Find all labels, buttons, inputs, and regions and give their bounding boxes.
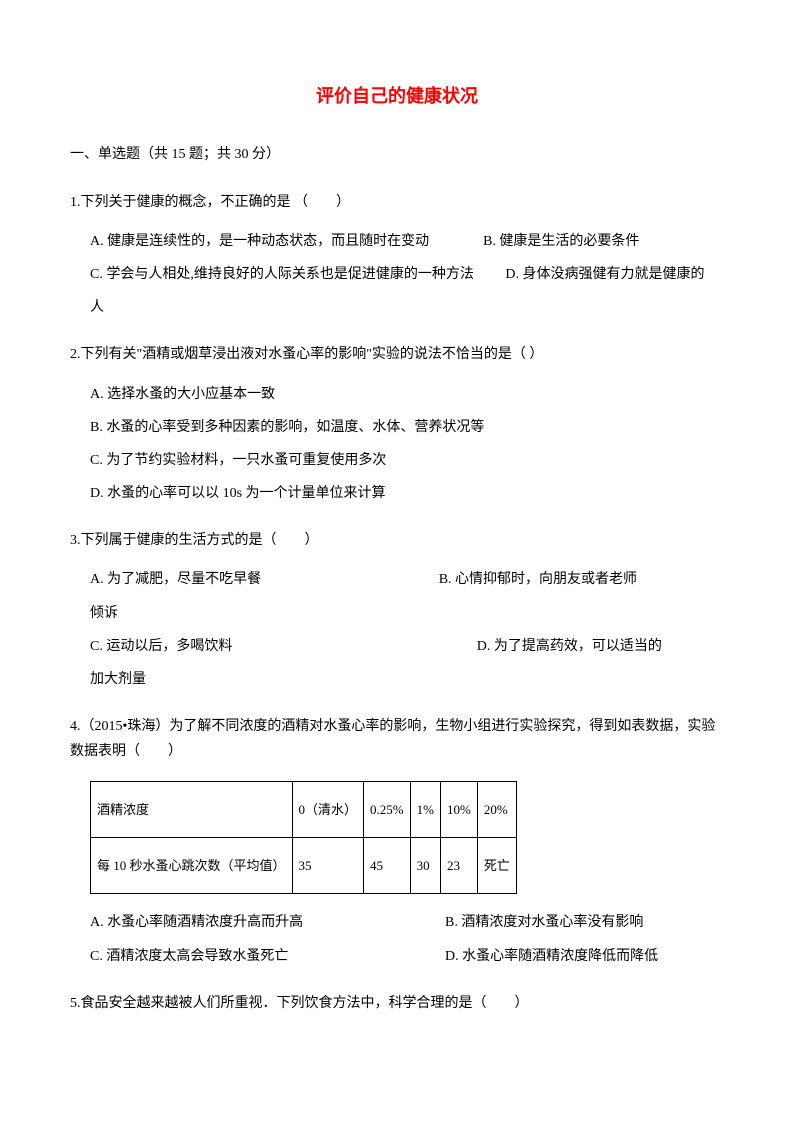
q2-option-c: C. 为了节约实验材料，一只水蚤可重复使用多次 [90,448,724,473]
q3-option-d-cont: 加大剂量 [90,667,724,692]
table-cell: 0（清水） [292,781,364,837]
q2-option-d: D. 水蚤的心率可以以 10s 为一个计量单位来计算 [90,481,724,506]
question-4-text: 4.（2015•珠海）为了解不同浓度的酒精对水蚤心率的影响，生物小组进行实验探究… [70,714,724,764]
table-cell: 10% [440,781,477,837]
q4-options-row2: C. 酒精浓度太高会导致水蚤死亡 D. 水蚤心率随酒精浓度降低而降低 [70,944,724,969]
q1-option-d-cont: 人 [90,295,724,320]
question-2-options: A. 选择水蚤的大小应基本一致 B. 水蚤的心率受到多种因素的影响，如温度、水体… [70,382,724,507]
table-cell: 酒精浓度 [91,781,293,837]
table-cell: 23 [440,837,477,893]
table-cell: 45 [364,837,411,893]
question-5-text: 5.食品安全越来越被人们所重视．下列饮食方法中，科学合理的是（ ） [70,991,724,1016]
table-cell: 20% [477,781,516,837]
table-cell: 0.25% [364,781,411,837]
question-1: 1.下列关于健康的概念，不正确的是 （ ） A. 健康是连续性的，是一种动态状态… [70,190,724,321]
q2-option-b: B. 水蚤的心率受到多种因素的影响，如温度、水体、营养状况等 [90,415,724,440]
question-2-text: 2.下列有关"酒精或烟草浸出液对水蚤心率的影响"实验的说法不恰当的是（ ） [70,342,724,367]
table-cell: 死亡 [477,837,516,893]
q3-option-c: C. 运动以后，多喝饮料 [90,634,477,659]
q4-option-d: D. 水蚤心率随酒精浓度降低而降低 [445,944,724,969]
q3-option-b: B. 心情抑郁时，向朋友或者老师 [439,567,724,592]
question-4: 4.（2015•珠海）为了解不同浓度的酒精对水蚤心率的影响，生物小组进行实验探究… [70,714,724,969]
section-header: 一、单选题（共 15 题；共 30 分） [70,142,724,167]
q1-option-d: D. 身体没病强健有力就是健康的 [505,267,704,282]
table-cell: 每 10 秒水蚤心跳次数（平均值） [91,837,293,893]
table-cell: 1% [410,781,440,837]
question-1-text: 1.下列关于健康的概念，不正确的是 （ ） [70,190,724,215]
question-3: 3.下列属于健康的生活方式的是（ ） A. 为了减肥，尽量不吃早餐 B. 心情抑… [70,528,724,692]
q1-option-b: B. 健康是生活的必要条件 [483,229,724,254]
question-1-options: A. 健康是连续性的，是一种动态状态，而且随时在变动 B. 健康是生活的必要条件… [70,229,724,321]
table-row: 酒精浓度 0（清水） 0.25% 1% 10% 20% [91,781,517,837]
q4-option-a: A. 水蚤心率随酒精浓度升高而升高 [90,910,445,935]
table-cell: 30 [410,837,440,893]
q4-data-table: 酒精浓度 0（清水） 0.25% 1% 10% 20% 每 10 秒水蚤心跳次数… [90,781,517,895]
q3-option-a: A. 为了减肥，尽量不吃早餐 [90,567,439,592]
question-5: 5.食品安全越来越被人们所重视．下列饮食方法中，科学合理的是（ ） [70,991,724,1016]
q1-option-c: C. 学会与人相处,维持良好的人际关系也是促进健康的一种方法 [90,267,474,282]
table-cell: 35 [292,837,364,893]
q2-option-a: A. 选择水蚤的大小应基本一致 [90,382,724,407]
question-3-options: A. 为了减肥，尽量不吃早餐 B. 心情抑郁时，向朋友或者老师 倾诉 C. 运动… [70,567,724,692]
q4-option-b: B. 酒精浓度对水蚤心率没有影响 [445,910,724,935]
q3-option-b-cont: 倾诉 [90,601,724,626]
q4-options-row1: A. 水蚤心率随酒精浓度升高而升高 B. 酒精浓度对水蚤心率没有影响 [70,910,724,935]
question-2: 2.下列有关"酒精或烟草浸出液对水蚤心率的影响"实验的说法不恰当的是（ ） A.… [70,342,724,506]
table-row: 每 10 秒水蚤心跳次数（平均值） 35 45 30 23 死亡 [91,837,517,893]
question-3-text: 3.下列属于健康的生活方式的是（ ） [70,528,724,553]
q4-option-c: C. 酒精浓度太高会导致水蚤死亡 [90,944,445,969]
page-title: 评价自己的健康状况 [70,80,724,112]
q1-option-a: A. 健康是连续性的，是一种动态状态，而且随时在变动 [90,229,483,254]
q3-option-d: D. 为了提高药效，可以适当的 [477,634,724,659]
